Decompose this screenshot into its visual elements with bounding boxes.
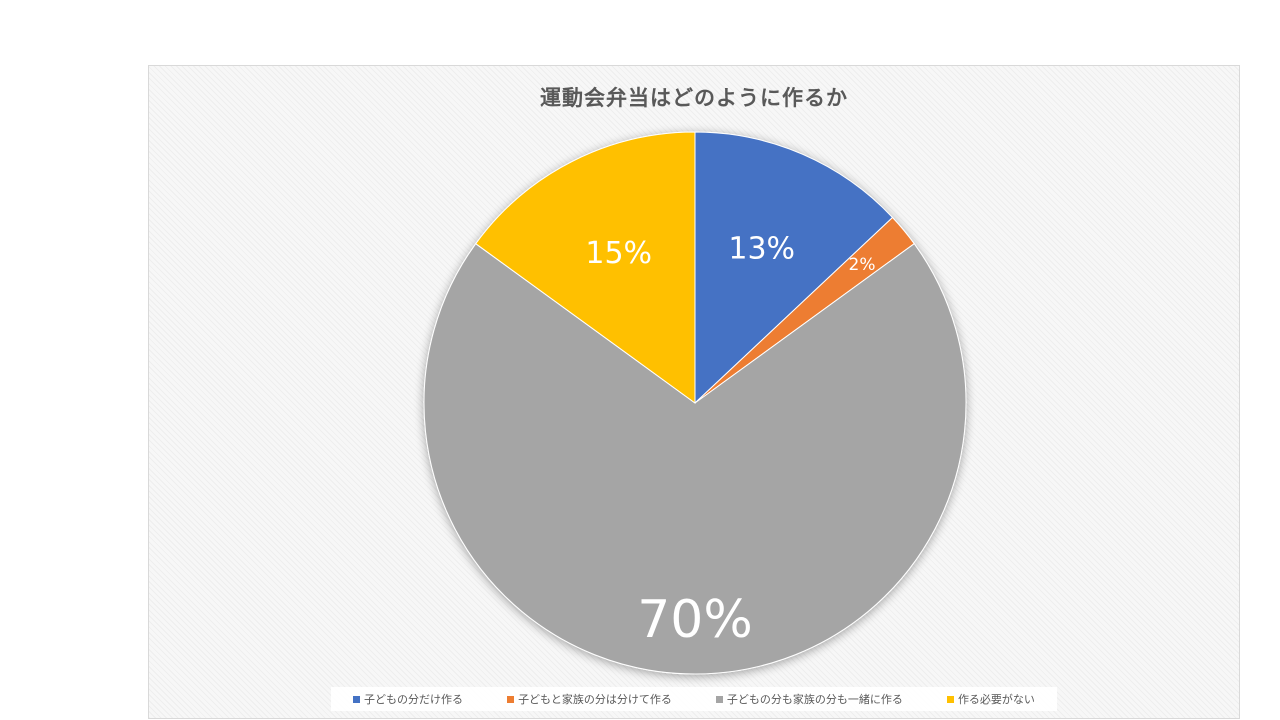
data-label-separate: 2% xyxy=(849,255,876,275)
pie-slice-child-only xyxy=(694,131,894,405)
pie-slice-not-needed xyxy=(475,131,696,404)
legend-item-not-needed: 作る必要がない xyxy=(946,691,1035,707)
legend-swatch xyxy=(946,695,954,703)
chart-title: 運動会弁当はどのように作るか xyxy=(540,86,848,110)
legend-label: 作る必要がない xyxy=(957,693,1035,706)
legend-label: 子どもの分も家族の分も一緒に作る xyxy=(726,693,903,706)
legend-swatch xyxy=(715,695,723,703)
legend-label: 子どもの分だけ作る xyxy=(364,693,464,706)
legend: 子どもの分だけ作る 子どもと家族の分は分けて作る 子どもの分も家族の分も一緒に作る 作… xyxy=(331,687,1057,711)
data-label-not-needed: 15% xyxy=(585,236,652,271)
legend-item-separate: 子どもと家族の分は分けて作る xyxy=(507,691,672,707)
chart-area: 運動会弁当はどのように作るか 13% 2% 70% 15% 子どもの分だけ作る 子どもと… xyxy=(148,65,1240,719)
legend-swatch xyxy=(353,695,361,703)
data-label-together: 70% xyxy=(637,590,753,650)
legend-label: 子どもと家族の分は分けて作る xyxy=(518,693,672,706)
legend-swatch xyxy=(507,695,515,703)
data-label-child-only: 13% xyxy=(728,231,795,266)
legend-item-child-only: 子どもの分だけ作る xyxy=(353,691,463,707)
pie-slice-together xyxy=(423,243,967,675)
pie-chart: 13% 2% 70% 15% xyxy=(423,131,967,675)
legend-item-together: 子どもの分も家族の分も一緒に作る xyxy=(715,691,903,707)
